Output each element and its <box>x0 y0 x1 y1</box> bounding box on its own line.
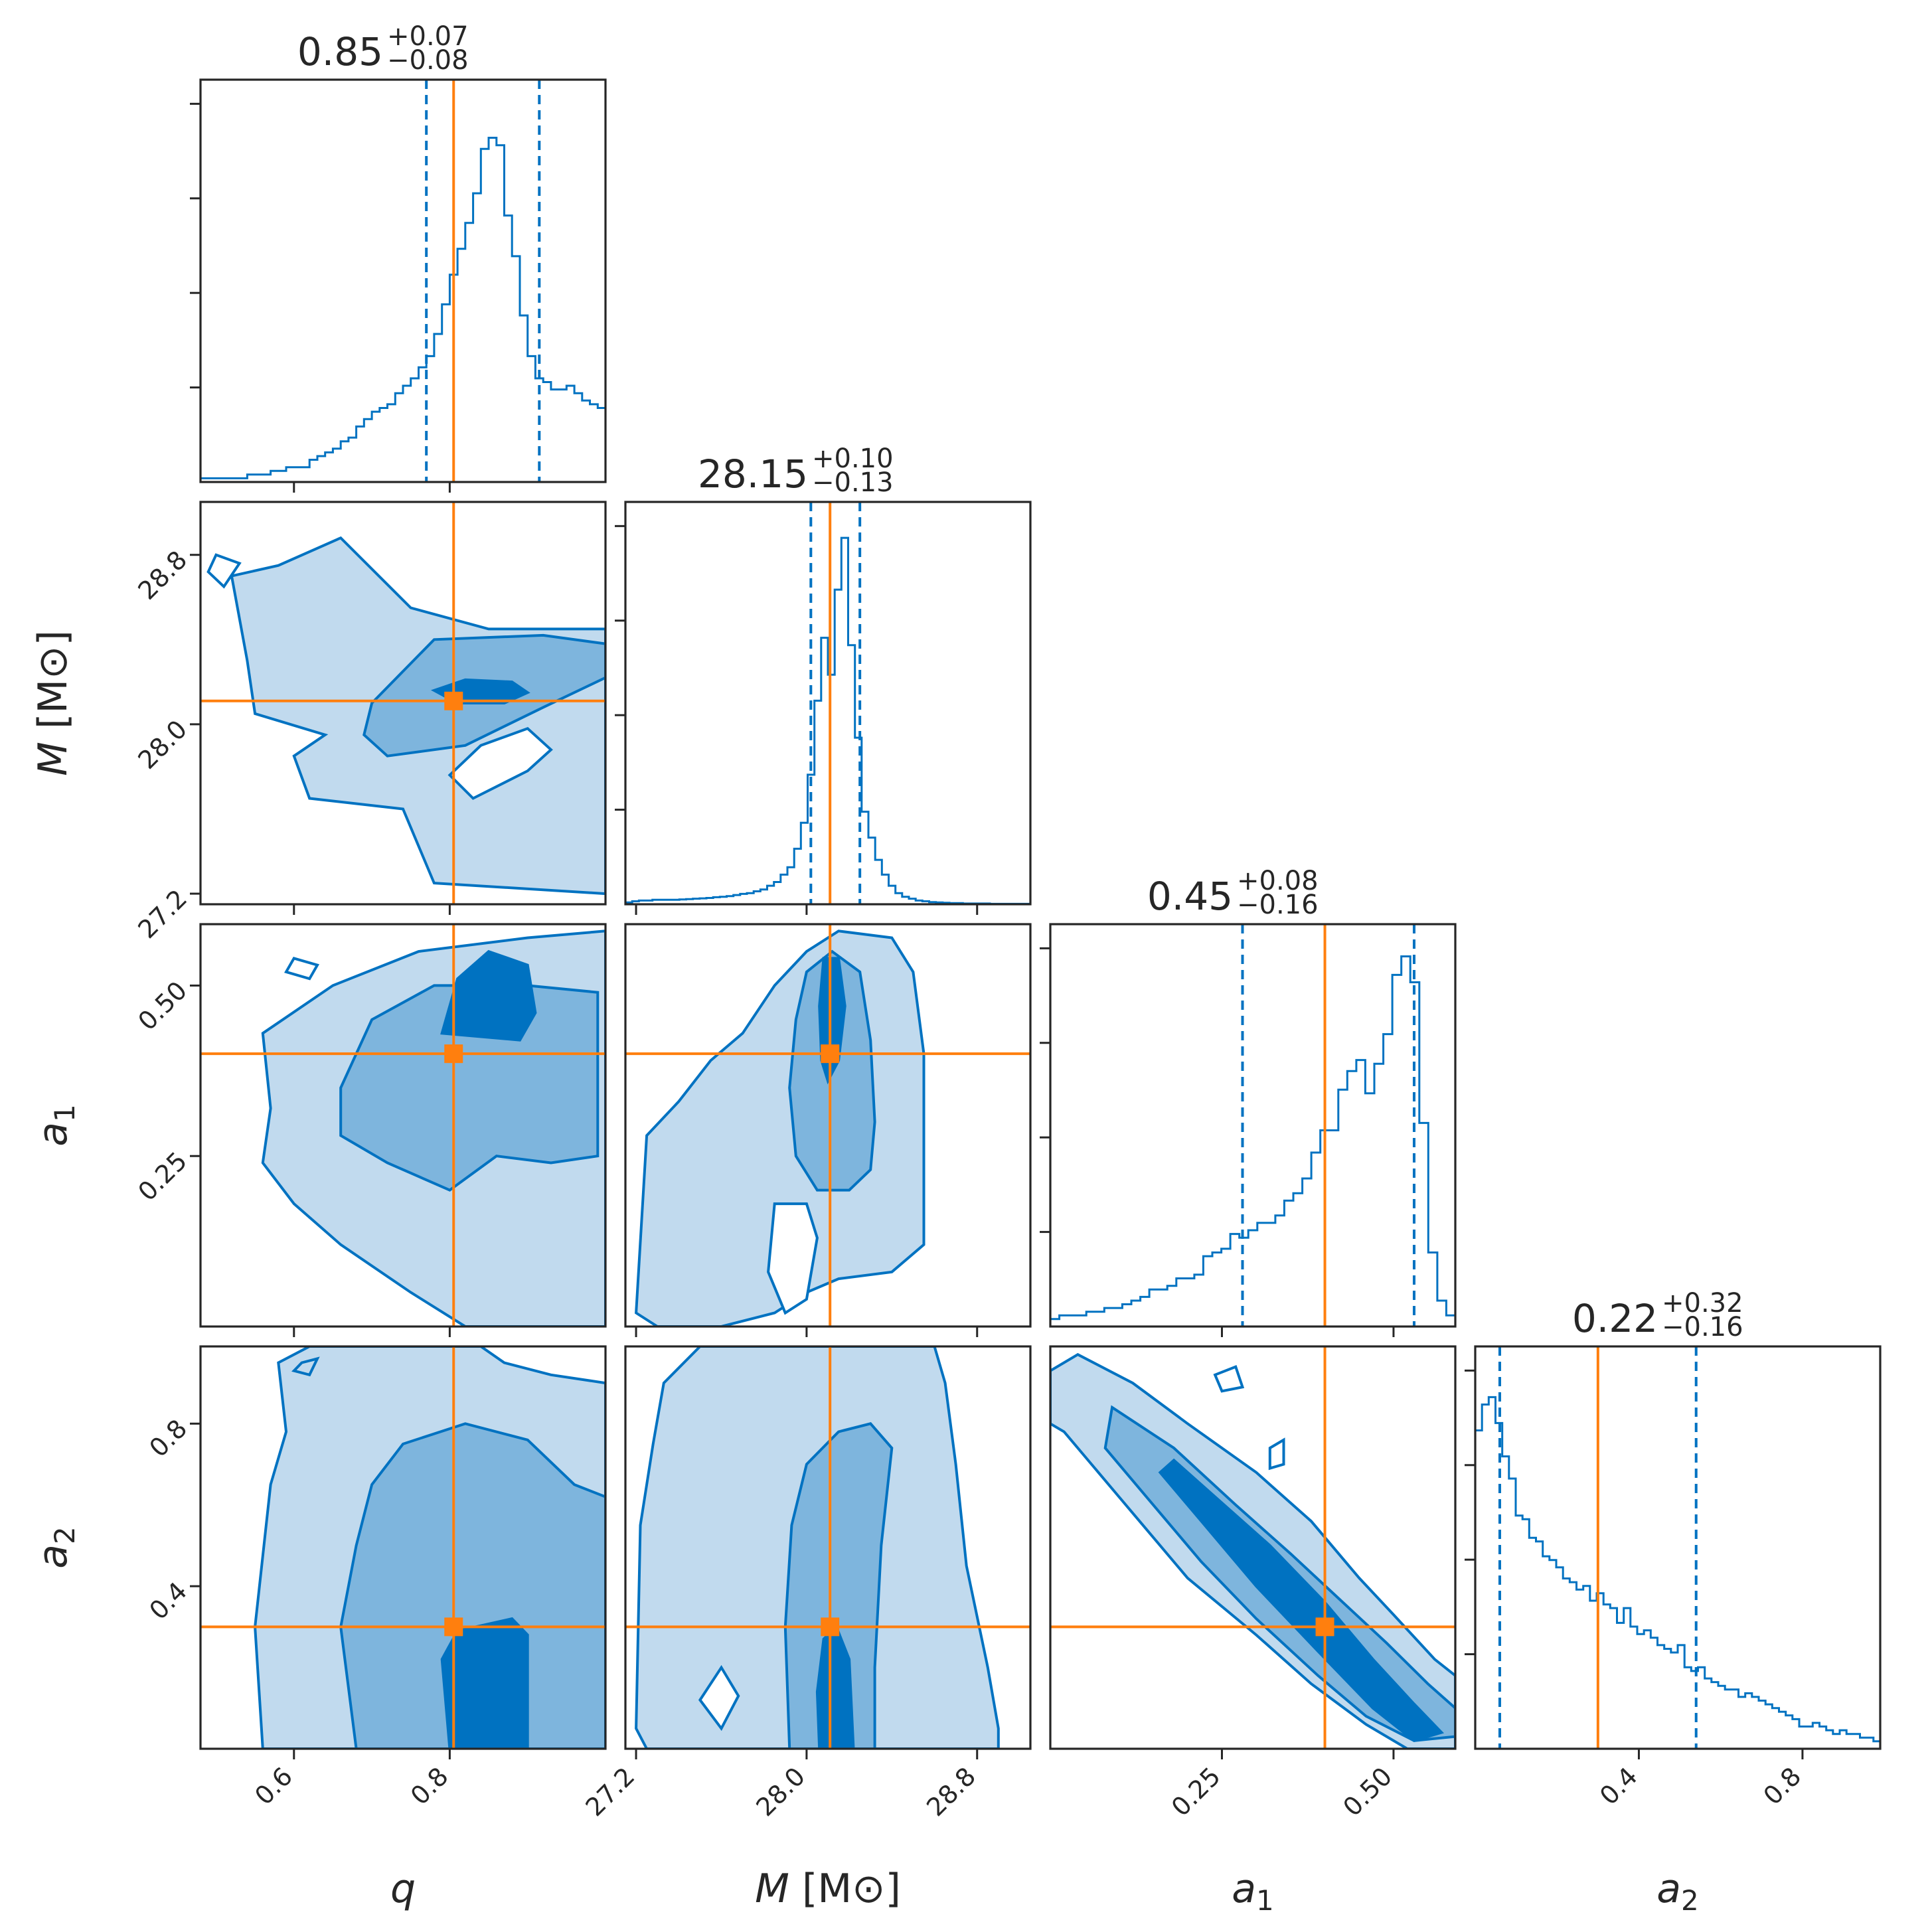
histogram-q <box>201 137 605 482</box>
contour-level-3 <box>440 1617 529 1749</box>
contour-hole <box>698 1664 740 1731</box>
panel-frame <box>199 1345 607 1750</box>
title-median-q: 0.85 <box>297 29 383 74</box>
x-tick-label: 0.8 <box>1757 1761 1807 1811</box>
contour-level-3 <box>440 949 537 1042</box>
panel-frame <box>199 501 607 906</box>
panel-M-a2 <box>625 1346 1030 1749</box>
title-plus-a1: +0.08 <box>1237 866 1319 896</box>
panel-a1-a2 <box>1050 1346 1455 1749</box>
x-axis-label-a2: a2 <box>1656 1866 1699 1917</box>
panel-frame <box>1049 923 1457 1328</box>
histogram-a1 <box>1050 955 1455 1327</box>
x-tick-label: 28.8 <box>921 1761 981 1822</box>
contour-island <box>1268 1437 1285 1471</box>
hist-panel-M <box>625 502 1030 904</box>
panel-frame <box>199 78 607 483</box>
contour-island <box>283 957 319 981</box>
title-plus-q: +0.07 <box>387 21 469 52</box>
panel-frame <box>1049 1345 1457 1750</box>
title-median-M: 28.15 <box>698 451 808 497</box>
hist-panel-a1 <box>1050 924 1455 1327</box>
x-tick-label: 0.8 <box>405 1761 454 1811</box>
y-axis-label-a2: a2 <box>30 1526 81 1569</box>
panel-M-a1 <box>625 924 1030 1327</box>
contour-island <box>291 1356 320 1377</box>
y-axis-label-a1: a1 <box>30 1104 81 1147</box>
histogram-M <box>625 536 1030 904</box>
y-axis-label-M: M [M⊙] <box>30 630 76 776</box>
y-tick-label: 0.4 <box>143 1576 193 1625</box>
y-tick-label: 28.0 <box>132 714 193 775</box>
contour-level-2 <box>783 1422 894 1749</box>
hist-panel-q <box>201 80 605 482</box>
x-axis-label-M: M [M⊙] <box>755 1866 901 1912</box>
hist-panel-a2 <box>1475 1346 1880 1749</box>
y-tick-label: 28.8 <box>132 545 193 605</box>
x-tick-label: 0.50 <box>1337 1761 1398 1822</box>
panel-frame <box>624 1345 1032 1750</box>
contour-level-2 <box>339 984 600 1192</box>
x-tick-label: 28.0 <box>750 1761 811 1822</box>
contour-level-3 <box>1158 1458 1445 1743</box>
x-axis-label-q: q <box>390 1866 416 1912</box>
histogram-a2 <box>1475 1396 1880 1749</box>
panel-frame <box>624 501 1032 906</box>
title-median-a1: 0.45 <box>1147 874 1233 919</box>
panel-q-a1 <box>201 924 605 1327</box>
contour-island <box>206 553 242 589</box>
title-minus-a2: −0.16 <box>1662 1312 1743 1342</box>
title-plus-a2: +0.32 <box>1662 1288 1743 1319</box>
title-median-a2: 0.22 <box>1572 1296 1658 1341</box>
panel-frame <box>624 923 1032 1328</box>
panel-q-M <box>201 502 605 904</box>
truth-marker <box>821 1044 840 1064</box>
y-tick-label: 0.25 <box>132 1146 193 1206</box>
truth-marker <box>444 691 463 710</box>
truth-marker <box>444 1617 463 1637</box>
x-axis-label-a1: a1 <box>1232 1866 1274 1917</box>
title-minus-q: −0.08 <box>387 45 469 76</box>
contour-island <box>1213 1364 1245 1393</box>
x-tick-label: 0.4 <box>1594 1761 1643 1811</box>
y-tick-label: 27.2 <box>132 884 193 944</box>
truth-marker <box>444 1044 463 1064</box>
x-tick-label: 0.6 <box>249 1761 298 1811</box>
x-tick-label: 27.2 <box>580 1761 640 1822</box>
panel-frame <box>1474 1345 1882 1750</box>
contour-level-2 <box>339 1422 605 1749</box>
y-tick-label: 0.8 <box>143 1413 193 1463</box>
panel-q-a2 <box>201 1346 605 1749</box>
truth-marker <box>1315 1617 1334 1637</box>
y-tick-label: 0.50 <box>132 976 193 1036</box>
truth-marker <box>821 1617 840 1637</box>
panel-frame <box>199 923 607 1328</box>
contour-hole <box>447 727 553 800</box>
title-minus-M: −0.13 <box>812 467 894 498</box>
contour-hole <box>767 1202 819 1315</box>
x-tick-label: 0.25 <box>1166 1761 1226 1822</box>
title-plus-M: +0.10 <box>812 443 894 474</box>
title-minus-a1: −0.16 <box>1237 890 1319 920</box>
